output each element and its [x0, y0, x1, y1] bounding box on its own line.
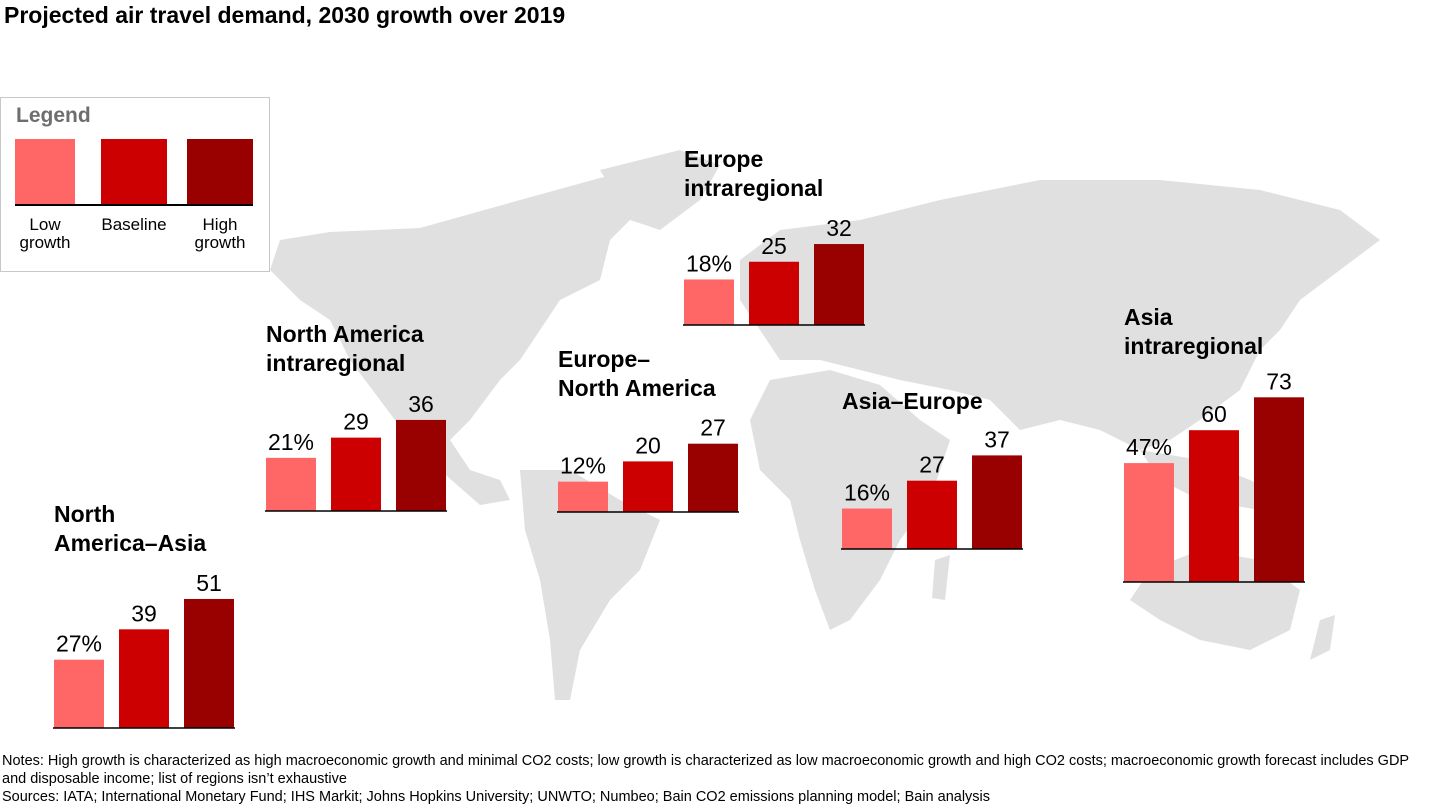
bar	[396, 419, 446, 511]
legend-swatch-high	[187, 139, 253, 204]
group-title-line: Asia	[1124, 304, 1173, 330]
bar	[684, 279, 734, 325]
chart-title: Projected air travel demand, 2030 growth…	[4, 2, 566, 28]
data-label: 73	[1266, 368, 1292, 394]
group-title-line: Asia–Europe	[842, 388, 983, 414]
data-label: 37	[984, 426, 1010, 452]
data-label: 27	[700, 415, 726, 441]
map-greenland	[600, 150, 720, 230]
group-title-line: intraregional	[684, 175, 824, 201]
data-label: 25	[761, 233, 787, 259]
bar	[623, 461, 673, 512]
notes-text: Notes: High growth is characterized as h…	[2, 753, 1409, 787]
group-title: Asia–Europe	[842, 387, 983, 416]
group-title: North America intraregional	[266, 320, 424, 378]
legend-swatch-baseline	[101, 139, 167, 204]
data-label: 21%	[268, 429, 314, 455]
data-label: 36	[408, 391, 434, 417]
bar	[119, 629, 169, 728]
bar	[1254, 397, 1304, 582]
legend-label-high: High growth	[194, 215, 246, 252]
data-label: 32	[826, 215, 852, 241]
legend-label-low: Low growth	[19, 215, 71, 252]
sources-text: Sources: IATA; International Monetary Fu…	[2, 789, 991, 805]
data-label: 39	[131, 600, 157, 626]
bar	[1189, 430, 1239, 582]
legend: Legend Low growth Baseline High growth	[0, 97, 270, 272]
bar	[1124, 463, 1174, 582]
bar	[184, 598, 234, 728]
bar	[814, 244, 864, 325]
bar	[331, 437, 381, 511]
legend-label-baseline: Baseline	[101, 215, 167, 234]
group-title-line: Europe–	[558, 346, 651, 372]
bar	[688, 443, 738, 512]
map-south-america	[520, 470, 660, 700]
group-title-line: North	[54, 501, 116, 527]
bar	[749, 261, 799, 325]
group-title: Asia intraregional	[1124, 303, 1263, 361]
group-title-line: Europe	[684, 146, 764, 172]
legend-swatch-low	[15, 139, 75, 204]
data-label: 29	[343, 409, 369, 435]
data-label: 27%	[56, 631, 102, 657]
data-label: 51	[196, 570, 222, 596]
data-label: 16%	[844, 480, 890, 506]
data-label: 27	[919, 452, 945, 478]
footnotes: Notes: High growth is characterized as h…	[2, 752, 1432, 806]
group-title: Europe– North America	[558, 345, 716, 403]
group-title-line: intraregional	[266, 350, 406, 376]
group-title-line: North America	[558, 375, 716, 401]
map-north-america	[270, 170, 650, 505]
bar	[907, 480, 957, 549]
map-africa	[750, 370, 950, 630]
data-label: 12%	[560, 453, 606, 479]
bar	[266, 457, 316, 511]
bar	[842, 508, 892, 549]
bar	[972, 455, 1022, 549]
group-title: Europe intraregional	[684, 145, 823, 203]
data-label: 20	[635, 432, 661, 458]
data-label: 18%	[686, 250, 732, 276]
data-label: 47%	[1126, 434, 1172, 460]
legend-title: Legend	[16, 104, 91, 127]
bar	[54, 659, 104, 728]
legend-baseline	[15, 204, 253, 206]
group-title-line: North America	[266, 321, 424, 347]
group-title: North America–Asia	[54, 500, 206, 558]
group-title-line: intraregional	[1124, 333, 1264, 359]
map-madagascar	[932, 555, 950, 600]
data-label: 60	[1201, 401, 1227, 427]
map-europe-asia	[740, 180, 1380, 450]
bar	[558, 481, 608, 512]
group-title-line: America–Asia	[54, 530, 207, 556]
map-new-zealand	[1310, 615, 1335, 660]
